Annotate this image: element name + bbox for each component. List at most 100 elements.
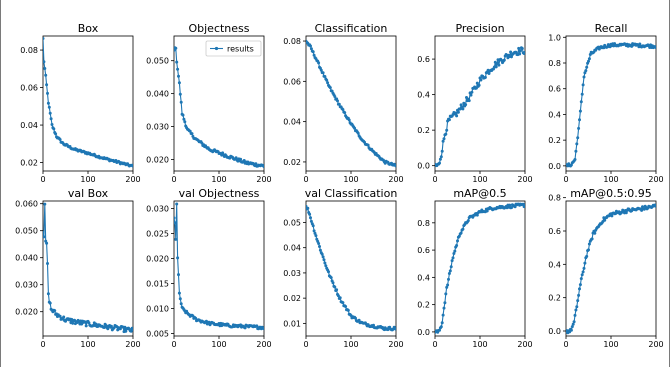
y-tick-label: 0.2 bbox=[548, 294, 561, 303]
data-point bbox=[182, 117, 186, 121]
data-point bbox=[444, 132, 448, 136]
data-point bbox=[520, 47, 524, 50]
data-point bbox=[449, 265, 453, 269]
y-tick-label: 0.030 bbox=[15, 281, 38, 290]
axes-frame bbox=[305, 35, 397, 172]
data-point bbox=[580, 273, 584, 277]
series-line bbox=[306, 206, 396, 331]
data-point bbox=[456, 239, 459, 243]
data-point bbox=[46, 101, 50, 105]
data-point bbox=[439, 325, 443, 329]
y-tick-label: 0.4 bbox=[548, 260, 561, 269]
data-point bbox=[262, 165, 264, 169]
y-tick-label: 0.0 bbox=[548, 162, 561, 171]
data-point bbox=[179, 100, 183, 104]
data-point bbox=[523, 203, 525, 207]
series-results bbox=[435, 202, 525, 334]
x-tick-label: 200 bbox=[517, 340, 532, 349]
y-tick-label: 0.6 bbox=[548, 85, 561, 94]
data-point bbox=[254, 162, 258, 166]
subplot-2: Classification 0 100 200 0.02 0.04 0.06 0.08 bbox=[283, 22, 403, 184]
y-tick-label: 0.6 bbox=[548, 227, 561, 236]
data-point bbox=[311, 224, 315, 228]
data-point bbox=[584, 69, 588, 73]
data-point bbox=[581, 270, 585, 274]
data-point bbox=[518, 52, 522, 56]
data-point bbox=[581, 83, 585, 87]
data-point bbox=[455, 244, 459, 247]
subplot-7: val Classification 0 100 200 0.01 0.02 0.03 0.0… bbox=[283, 187, 403, 349]
x-tick-label: 200 bbox=[256, 175, 271, 184]
data-point bbox=[131, 164, 133, 168]
data-point bbox=[178, 297, 182, 301]
subplot-title: Objectness bbox=[188, 22, 249, 35]
x-tick-label: 100 bbox=[603, 175, 618, 184]
data-point bbox=[43, 202, 47, 206]
data-point bbox=[577, 126, 581, 130]
data-point bbox=[514, 50, 518, 54]
data-point bbox=[572, 320, 576, 324]
data-point bbox=[366, 143, 370, 147]
y-tick-label: 0.06 bbox=[283, 77, 301, 86]
data-point bbox=[578, 118, 581, 122]
data-point bbox=[323, 75, 327, 78]
data-point bbox=[582, 266, 586, 270]
series-results bbox=[435, 46, 525, 168]
data-point bbox=[442, 137, 446, 141]
x-tick-label: 100 bbox=[472, 340, 487, 349]
y-tick-label: 0.020 bbox=[146, 155, 169, 164]
y-tick-label: 0.4 bbox=[417, 273, 430, 282]
y-tick-label: 0.4 bbox=[417, 91, 430, 100]
series-results bbox=[566, 203, 656, 335]
data-point bbox=[455, 114, 459, 118]
data-point bbox=[445, 128, 449, 132]
subplot-5: val Box 0 100 200 0.020 0.030 0.040 0.050 0.060 bbox=[15, 187, 141, 349]
data-point bbox=[311, 50, 315, 54]
y-tick-label: 0.060 bbox=[15, 200, 38, 209]
data-point bbox=[450, 259, 454, 263]
data-point bbox=[109, 324, 113, 328]
data-point bbox=[479, 78, 483, 82]
data-point bbox=[174, 237, 178, 241]
series-line bbox=[566, 204, 656, 335]
data-point bbox=[576, 299, 580, 303]
y-tick-label: 0.4 bbox=[548, 110, 561, 119]
x-tick-label: 0 bbox=[40, 175, 45, 184]
y-tick-label: 0.040 bbox=[15, 254, 38, 263]
data-point bbox=[510, 55, 513, 59]
x-tick-label: 100 bbox=[343, 340, 358, 349]
data-point bbox=[178, 92, 182, 96]
data-point bbox=[335, 288, 339, 292]
data-point bbox=[452, 252, 456, 255]
y-tick-label: 0.020 bbox=[15, 308, 38, 317]
data-point bbox=[587, 248, 590, 252]
data-point bbox=[43, 37, 45, 40]
data-point bbox=[346, 308, 350, 312]
data-point bbox=[177, 81, 181, 85]
y-tick-label: 0.01 bbox=[283, 319, 301, 328]
y-tick-label: 0.010 bbox=[146, 305, 169, 314]
data-point bbox=[106, 327, 110, 331]
data-point bbox=[45, 83, 49, 87]
series-line bbox=[174, 203, 264, 330]
data-point bbox=[177, 74, 180, 78]
data-point bbox=[341, 108, 345, 111]
data-point bbox=[48, 301, 52, 305]
subplot-title: mAP@0.5:0.95 bbox=[570, 187, 652, 200]
x-tick-label: 0 bbox=[432, 340, 437, 349]
data-point bbox=[441, 139, 445, 143]
data-point bbox=[321, 71, 325, 75]
data-point bbox=[508, 203, 512, 207]
y-tick-label: 0.015 bbox=[146, 280, 169, 289]
x-tick-label: 100 bbox=[80, 175, 95, 184]
data-point bbox=[320, 252, 324, 256]
legend: results bbox=[205, 40, 262, 57]
series-results bbox=[43, 37, 133, 168]
data-point bbox=[181, 113, 185, 117]
x-tick-label: 100 bbox=[472, 175, 487, 184]
y-tick-label: 0.0 bbox=[417, 328, 430, 337]
data-point bbox=[333, 95, 337, 98]
series-results bbox=[174, 202, 264, 331]
data-point bbox=[341, 301, 345, 305]
data-point bbox=[84, 324, 88, 328]
